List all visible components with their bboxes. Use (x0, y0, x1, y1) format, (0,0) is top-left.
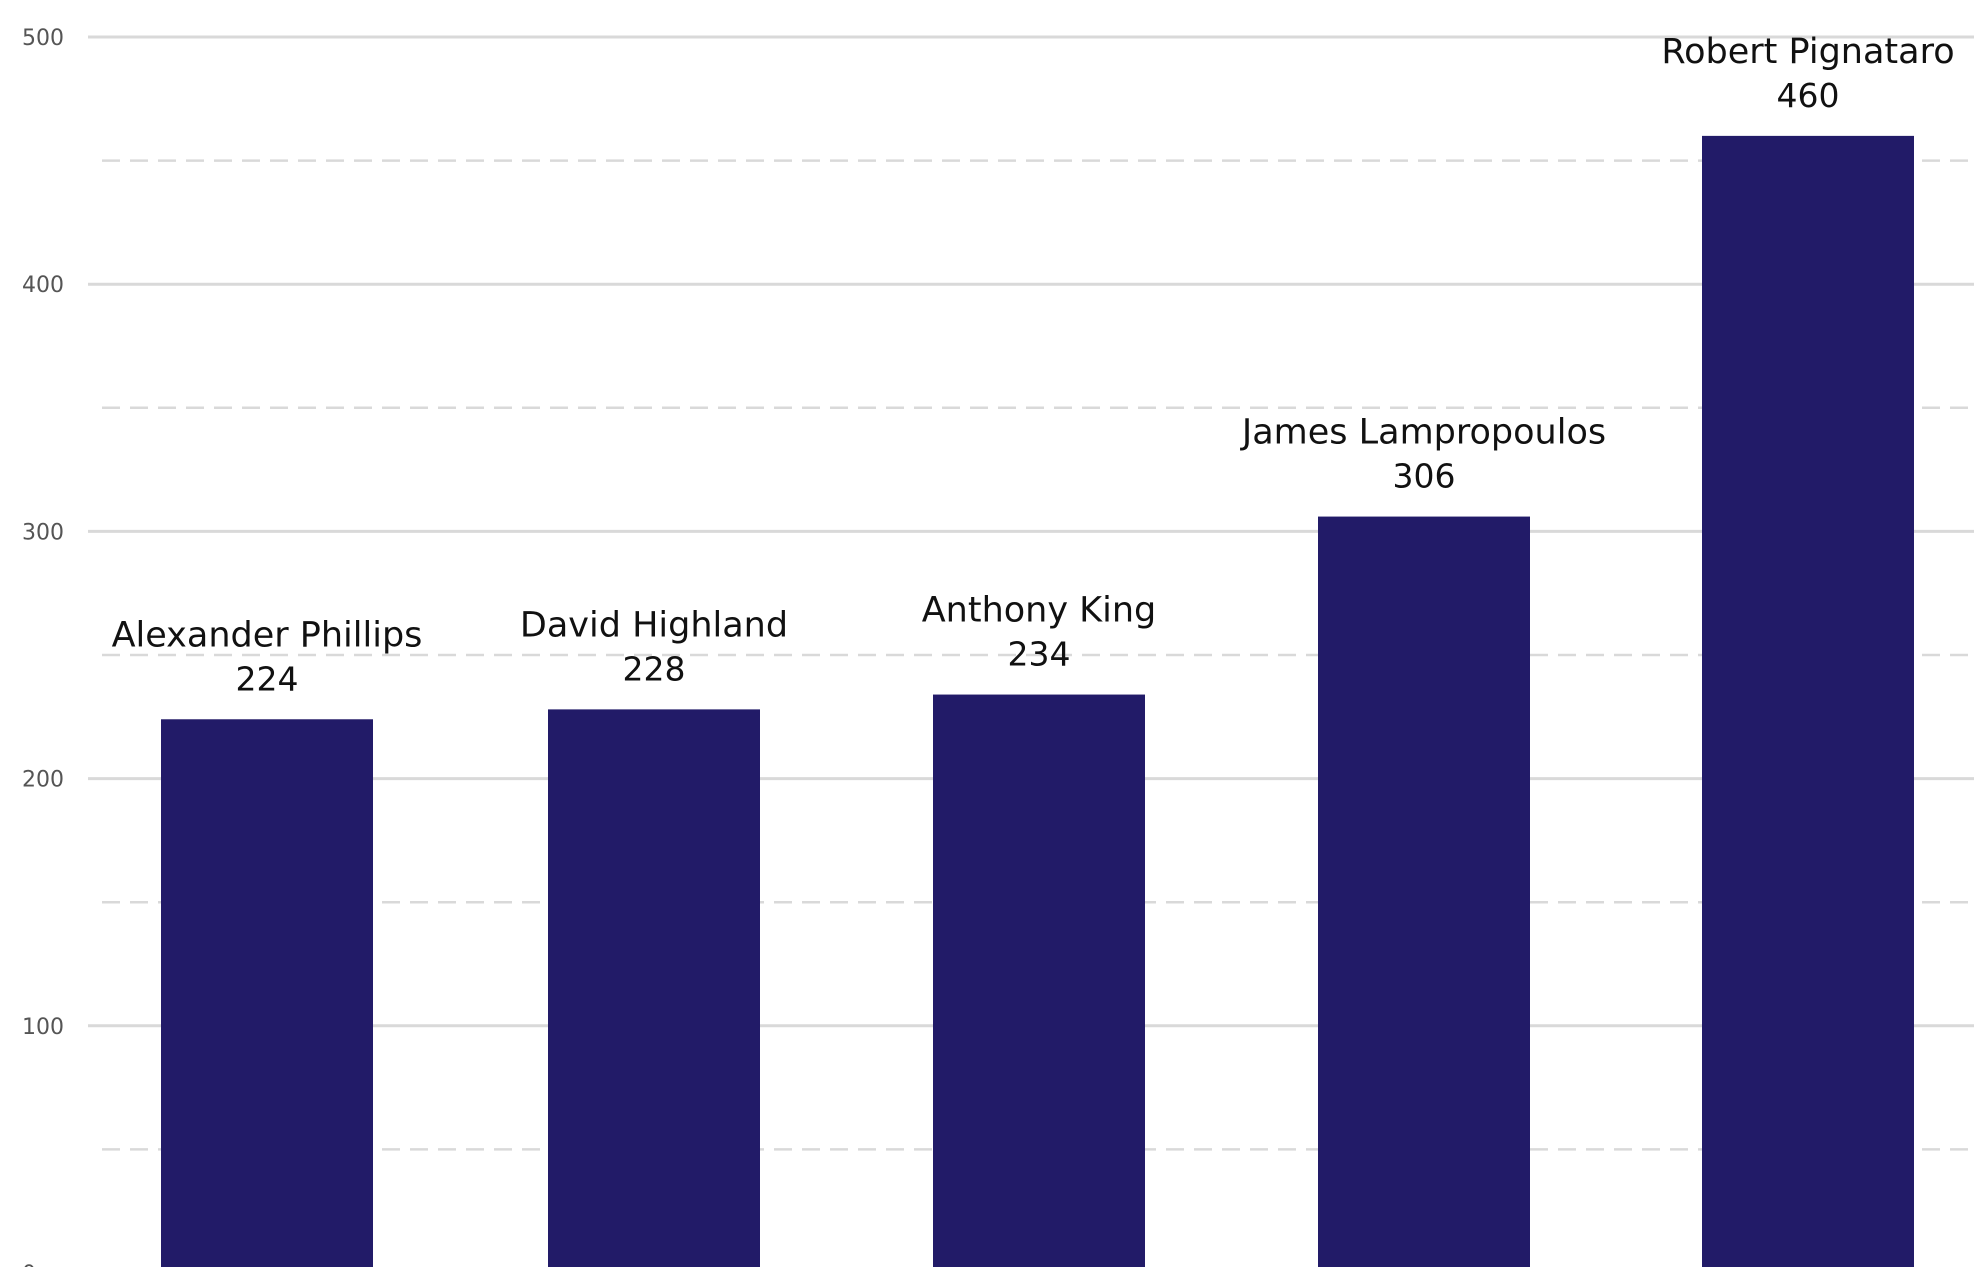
y-tick-label: 200 (22, 768, 64, 793)
bar (1702, 135, 1914, 1267)
bar-category-label: Anthony King (922, 591, 1157, 631)
y-tick-label: 500 (22, 26, 64, 51)
bar-value-label: 224 (236, 659, 299, 698)
bar (1318, 516, 1530, 1267)
bar-value-label: 460 (1777, 76, 1840, 115)
bar-value-label: 234 (1008, 635, 1071, 674)
bar (161, 719, 373, 1267)
bar-value-label: 228 (623, 649, 686, 688)
bar-category-label: Alexander Phillips (112, 615, 423, 655)
bar-category-label: David Highland (520, 605, 788, 645)
y-tick-label: 100 (22, 1015, 64, 1040)
bar (548, 709, 760, 1267)
y-tick-label: 400 (22, 273, 64, 298)
y-tick-label: 300 (22, 520, 64, 545)
labels-layer: Alexander Phillips 224 David Highland 228 An… (112, 32, 1955, 698)
bar-category-label: Robert Pignataro (1661, 32, 1954, 72)
y-axis: 0 100 200 300 400 500 (22, 26, 64, 1267)
bars-layer (161, 135, 1914, 1267)
bar-value-label: 306 (1393, 457, 1456, 496)
bar (933, 694, 1145, 1267)
y-tick-label: 0 (22, 1262, 36, 1267)
bar-category-label: James Lampropoulos (1240, 413, 1606, 453)
